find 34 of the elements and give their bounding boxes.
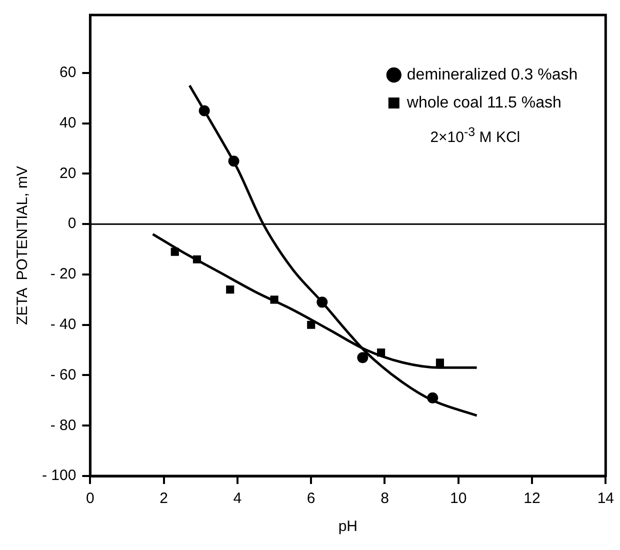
point: [192, 255, 201, 264]
legend-label: demineralized 0.3 %ash: [406, 66, 578, 84]
y-tick-label: - 40: [50, 316, 76, 333]
point: [377, 348, 386, 357]
x-axis-title: pH: [338, 518, 358, 536]
point: [427, 392, 438, 404]
x-tick-label: 12: [524, 490, 540, 508]
x-tick-label: 14: [597, 490, 614, 508]
point: [226, 286, 234, 294]
x-tick-label: 0: [86, 490, 94, 508]
x-tick-label: 8: [380, 490, 389, 508]
y-tick-label: - 60: [50, 366, 76, 384]
x-tick-label: 2: [160, 490, 168, 508]
x-tick-label: 6: [306, 490, 316, 508]
y-tick-label: 20: [60, 164, 76, 182]
legend-label: whole coal 11.5 %ash: [406, 94, 562, 112]
x-tick-label: 4: [233, 490, 242, 508]
point: [228, 156, 240, 167]
point: [270, 296, 278, 304]
x-tick-label: 10: [450, 490, 467, 508]
annotation: 2×10$^{-3}$ M KCl: [430, 125, 520, 146]
y-axis-title: ZETA POTENTIAL, mV: [14, 166, 32, 325]
point: [436, 358, 444, 367]
point: [170, 248, 179, 256]
point: [307, 320, 316, 329]
point: [357, 352, 368, 364]
y-tick-label: - 100: [42, 467, 76, 484]
y-tick-label: 0: [68, 215, 76, 232]
y-tick-label: 60: [60, 64, 76, 82]
y-tick-label: - 80: [50, 416, 76, 434]
y-tick-label: - 20: [50, 266, 76, 283]
point: [198, 105, 210, 116]
point: [316, 296, 328, 308]
y-tick-label: 40: [60, 114, 76, 132]
